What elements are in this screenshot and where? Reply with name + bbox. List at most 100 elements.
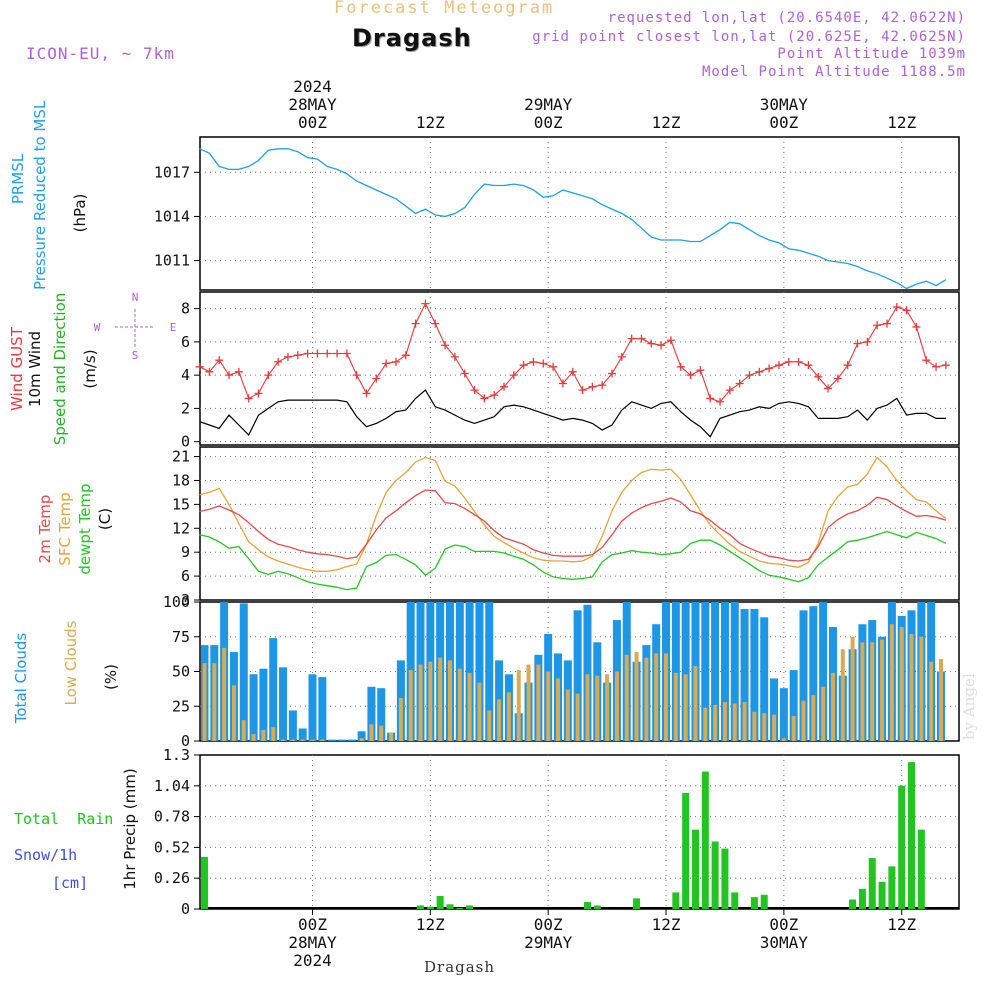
gust-marker: [441, 341, 450, 350]
pressure-ytick-label: 1017: [154, 163, 190, 181]
low-cloud-bar: [359, 738, 364, 741]
low-cloud-bar: [310, 739, 315, 741]
top-date-label: 30MAY: [760, 95, 809, 114]
total-cloud-bar: [573, 610, 582, 741]
low-cloud-bar: [850, 636, 855, 741]
gust-marker: [499, 382, 508, 391]
gust-marker: [824, 384, 833, 393]
low-cloud-bar: [919, 636, 924, 741]
rain-bar: [868, 858, 876, 909]
gust-marker: [352, 371, 361, 380]
gust-marker: [696, 366, 705, 375]
gust-marker: [215, 356, 224, 365]
gust-marker: [401, 351, 410, 360]
gust-marker: [323, 349, 332, 358]
low-cloud-bar: [585, 674, 590, 741]
low-cloud-bar: [909, 633, 914, 741]
gust-marker: [804, 361, 813, 370]
compass-e: E: [170, 321, 177, 334]
rain-bar: [731, 892, 739, 909]
total-cloud-bar: [279, 667, 288, 741]
low-cloud-bar: [290, 739, 295, 741]
rain-bar: [417, 905, 425, 909]
total-cloud-bar: [730, 602, 739, 741]
total-cloud-bar: [337, 739, 346, 741]
low-cloud-bar: [722, 702, 727, 741]
bottom-hour-label: 00Z: [534, 915, 563, 934]
rain-bar: [593, 905, 601, 909]
location-title: Dragash: [352, 24, 472, 52]
top-date-label: 28MAY: [288, 95, 337, 114]
low-cloud-bar: [870, 642, 875, 741]
gust-marker: [892, 302, 901, 311]
low-cloud-bar: [231, 685, 236, 741]
pressure-line: [199, 148, 947, 290]
low-cloud-bar: [418, 664, 423, 741]
top-hour-label: 12Z: [887, 113, 916, 132]
bottom-hour-label: 12Z: [652, 915, 681, 934]
total-cloud-bar: [760, 617, 769, 741]
top-hour-label: 12Z: [652, 113, 681, 132]
gust-marker: [519, 361, 528, 370]
low-cloud-bar: [821, 686, 826, 741]
temp-ytick-label: 9: [181, 543, 190, 561]
total-cloud-bar: [367, 686, 376, 741]
footer-location: Dragash: [424, 958, 496, 976]
gust-marker: [657, 341, 666, 350]
gust-marker: [794, 357, 803, 366]
gust-marker: [774, 361, 783, 370]
gust-marker: [558, 379, 567, 388]
requested-coords: requested lon,lat (20.6540E, 42.0622N): [607, 10, 966, 26]
gust-marker: [254, 389, 263, 398]
low-cloud-bar: [889, 624, 894, 741]
snow-label: Snow/1h: [14, 846, 78, 864]
gust-marker: [549, 362, 558, 371]
model-altitude: Model Point Altitude 1188.5m: [701, 64, 966, 80]
gust-marker: [539, 359, 548, 368]
total-cloud-bar: [701, 602, 710, 741]
low-cloud-bar: [683, 674, 688, 741]
low-cloud-bar: [281, 739, 286, 741]
low-cloud-bar: [526, 664, 531, 741]
precip-ytick-label: 1.04: [154, 777, 190, 795]
gust-marker: [225, 371, 234, 380]
low-cloud-bar: [801, 700, 806, 741]
gust-marker: [873, 321, 882, 330]
total-cloud-bar: [475, 602, 484, 741]
total-cloud-bar: [347, 739, 356, 741]
pressure-ytick-label: 1014: [154, 207, 190, 225]
temp-ytick-label: 18: [172, 471, 190, 489]
model-label: ICON-EU, ~ 7km: [26, 44, 175, 63]
wind-ytick-label: 0: [181, 433, 190, 451]
top-hour-label: 00Z: [534, 113, 563, 132]
gust-marker: [195, 362, 204, 371]
clouds-ytick-label: 50: [172, 663, 190, 681]
clouds-ytick-label: 100: [163, 593, 190, 611]
gust-marker: [382, 359, 391, 368]
gust-marker: [706, 394, 715, 403]
low-cloud-bar: [516, 670, 521, 741]
low-cloud-bar: [614, 671, 619, 741]
total-cloud-bar: [671, 602, 680, 741]
gust-marker: [765, 364, 774, 373]
gust-marker: [882, 319, 891, 328]
gust-marker: [490, 391, 499, 400]
low-cloud-bar: [840, 649, 845, 741]
precip-ytick-label: 0.52: [154, 838, 190, 856]
temp-ytick-label: 15: [172, 495, 190, 513]
rain-bar: [466, 905, 474, 909]
rain-bar: [908, 762, 916, 909]
wind-speed-line: [199, 389, 946, 438]
low-cloud-bar: [202, 663, 207, 741]
low-cloud-bar: [261, 729, 266, 741]
low-cloud-bar: [781, 738, 786, 741]
gust-marker: [598, 381, 607, 390]
low-cloud-bar: [791, 715, 796, 741]
gust-marker: [637, 334, 646, 343]
total-cloud-bar: [799, 610, 808, 741]
product-title: Forecast Meteogram: [334, 0, 555, 18]
precip-ytick-label: 0.26: [154, 869, 190, 887]
total-cloud-bar: [298, 728, 307, 741]
low-cloud-bar: [811, 695, 816, 741]
gust-marker: [578, 386, 587, 395]
